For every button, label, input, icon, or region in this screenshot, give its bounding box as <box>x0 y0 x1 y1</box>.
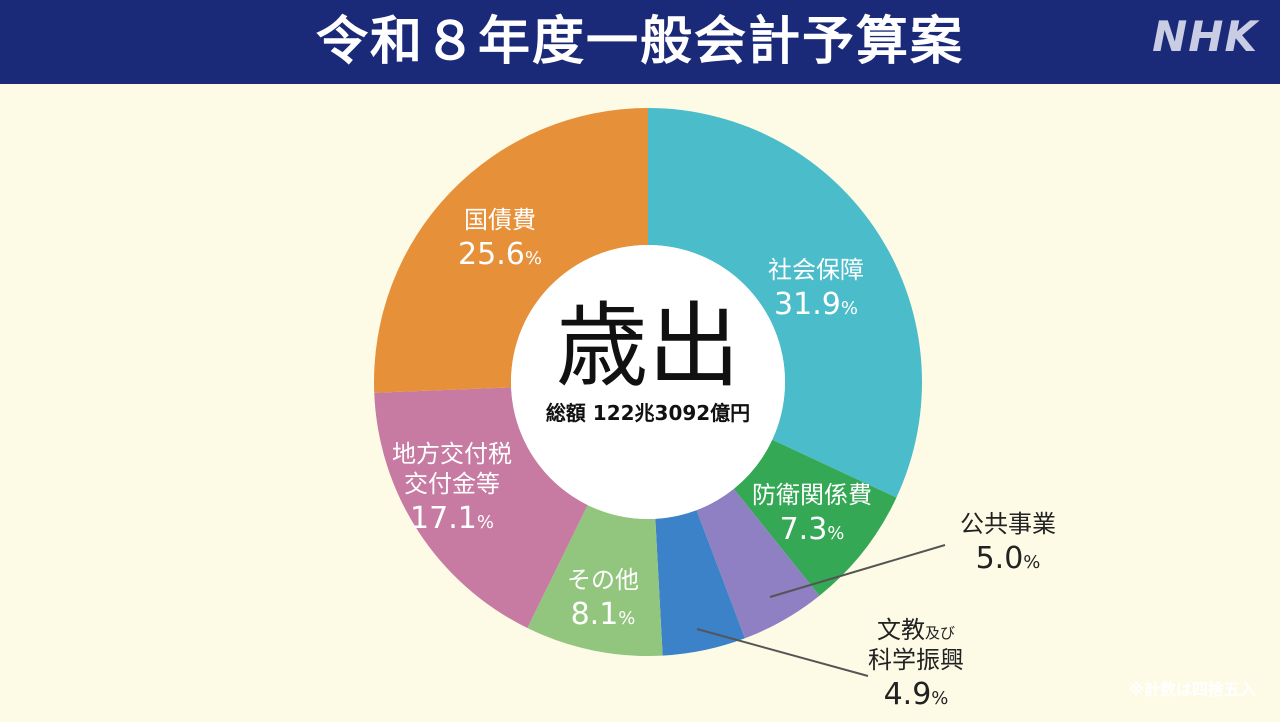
nhk-logo: NHK <box>1152 12 1258 61</box>
center-label: 歳出 <box>556 293 740 400</box>
slice-labels: 社会保障 31.9%防衛関係費 7.3% 公共事業 5.0%文教及び科学振興 4.9%その… <box>392 206 1056 712</box>
leader-line-3 <box>696 628 869 677</box>
slice-4 <box>527 505 663 656</box>
leader-line-2 <box>769 544 946 598</box>
leader-lines <box>696 544 946 677</box>
slice-label-2: 公共事業 5.0% <box>960 510 1056 576</box>
title-bar <box>0 0 1280 84</box>
donut-hole <box>511 245 785 519</box>
slice-6 <box>374 108 648 393</box>
page-title: 令和８年度一般会計予算案 <box>315 12 964 72</box>
slice-label-3: 文教及び科学振興 4.9% <box>868 616 964 712</box>
slice-5 <box>374 387 588 629</box>
footnote: ※計数は四捨五入 <box>1128 680 1256 699</box>
slice-0 <box>648 108 923 498</box>
slice-3 <box>655 510 745 656</box>
slice-2 <box>696 488 820 639</box>
slice-1 <box>733 439 897 596</box>
slice-label-1: 防衛関係費 7.3% <box>752 481 872 547</box>
slices-group <box>374 108 923 656</box>
slice-label-4: その他 8.1% <box>567 566 639 632</box>
center-total: 総額 122兆3092億円 <box>546 401 750 425</box>
